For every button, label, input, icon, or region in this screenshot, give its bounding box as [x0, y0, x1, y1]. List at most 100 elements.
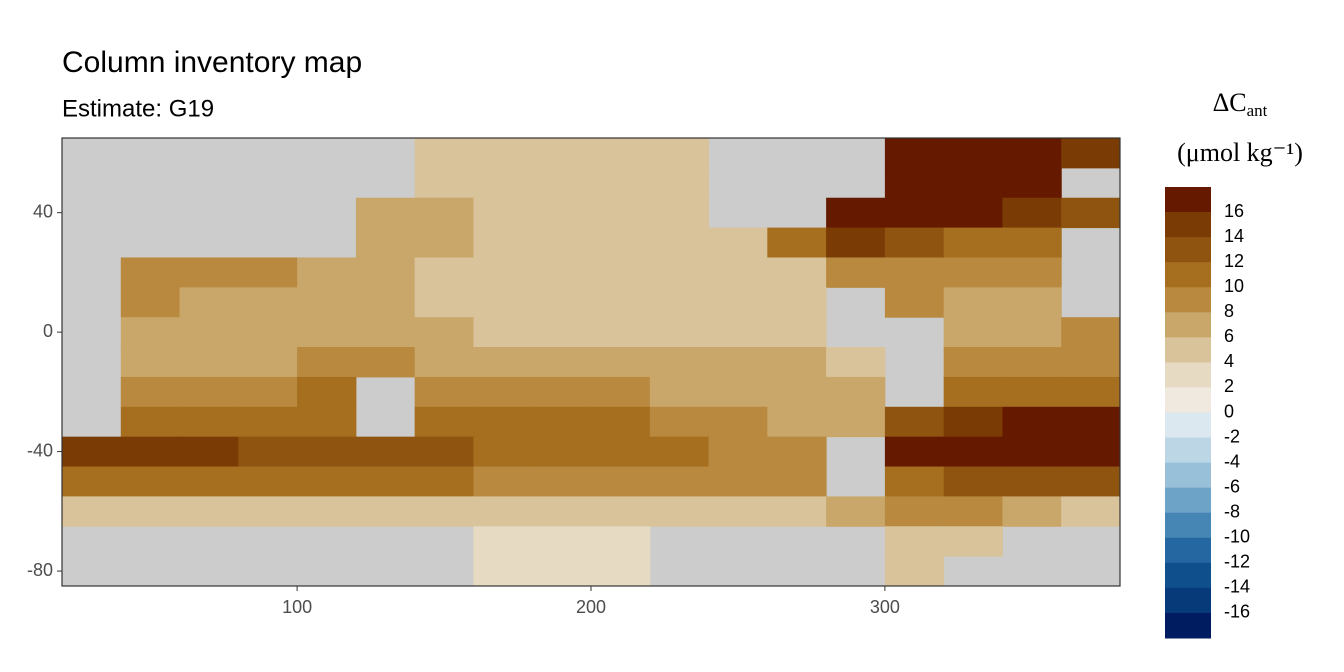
map-cell — [884, 526, 945, 557]
map-cell — [414, 406, 474, 438]
map-cell — [767, 257, 827, 288]
map-cell — [591, 347, 651, 378]
map-cell — [414, 436, 474, 468]
map-cell — [1061, 347, 1121, 378]
legend-label: -6 — [1224, 476, 1240, 496]
map-cell — [473, 167, 533, 199]
legend-label: -16 — [1224, 602, 1250, 622]
map-cell — [767, 466, 827, 497]
map-cell — [120, 347, 181, 378]
map-cell — [591, 317, 651, 348]
map-cell — [473, 496, 533, 527]
map-cell — [649, 287, 710, 318]
map-cell — [532, 526, 592, 557]
map-cell — [708, 376, 768, 408]
map-cell — [473, 197, 533, 229]
map-cell — [1061, 197, 1121, 229]
map-cell — [649, 257, 710, 288]
map-cell — [179, 376, 239, 408]
map-cell — [179, 436, 239, 468]
map-cell — [473, 556, 533, 587]
map-cell — [179, 317, 239, 348]
map-cell — [1002, 317, 1062, 348]
map-cell — [1002, 287, 1062, 318]
legend-label: -14 — [1224, 577, 1250, 597]
map-cell — [1061, 138, 1121, 169]
map-cell — [414, 287, 474, 318]
map-cell — [708, 287, 768, 318]
map-cell — [1002, 227, 1062, 258]
map-cell — [649, 436, 710, 468]
map-cell — [120, 317, 181, 348]
map-cell — [414, 376, 474, 408]
legend-swatch — [1165, 337, 1211, 363]
map-cell — [297, 317, 357, 348]
map-cell — [1002, 496, 1062, 527]
legend-swatch — [1165, 312, 1211, 338]
map-cell — [120, 287, 181, 318]
map-cell — [297, 347, 357, 378]
map-cell — [884, 436, 945, 468]
map-cell — [884, 257, 945, 288]
map-cell — [943, 376, 1003, 408]
map-cell — [238, 347, 298, 378]
map-cell — [297, 436, 357, 468]
map-cell — [943, 317, 1003, 348]
map-cell — [591, 138, 651, 169]
map-cell — [355, 227, 416, 258]
y-tick-label: 40 — [33, 201, 53, 221]
map-cell — [473, 257, 533, 288]
map-cell — [826, 257, 886, 288]
map-cell — [532, 496, 592, 527]
map-cell — [649, 496, 710, 527]
map-cell — [943, 466, 1003, 497]
map-cell — [414, 496, 474, 527]
map-cell — [1002, 257, 1062, 288]
map-cell — [826, 376, 886, 408]
map-cell — [238, 376, 298, 408]
map-cell — [884, 197, 945, 229]
map-cell — [1002, 347, 1062, 378]
map-cell — [414, 138, 474, 169]
map-cell — [179, 257, 239, 288]
map-cell — [826, 197, 886, 229]
map-cell — [532, 347, 592, 378]
map-cell — [473, 227, 533, 258]
map-cell — [120, 406, 181, 438]
map-cell — [649, 227, 710, 258]
map-cell — [1061, 376, 1121, 408]
map-cell — [943, 406, 1003, 438]
legend-swatch — [1165, 187, 1211, 213]
map-cell — [591, 436, 651, 468]
map-cell — [532, 466, 592, 497]
legend-swatch — [1165, 362, 1211, 388]
map-cell — [708, 496, 768, 527]
map-cell — [62, 436, 122, 468]
map-cell — [884, 287, 945, 318]
map-cell — [591, 376, 651, 408]
map-cell — [532, 376, 592, 408]
map-cell — [179, 496, 239, 527]
map-cell — [120, 466, 181, 497]
y-tick-label: 0 — [43, 321, 53, 341]
map-cell — [591, 287, 651, 318]
map-cell — [943, 287, 1003, 318]
map-cell — [826, 406, 886, 438]
legend-swatch — [1165, 487, 1211, 514]
map-cell — [414, 257, 474, 288]
map-cell — [708, 257, 768, 288]
legend-title-sub: ant — [1247, 101, 1268, 120]
map-cell — [414, 466, 474, 497]
legend-swatch — [1165, 212, 1211, 238]
legend-swatch — [1165, 537, 1211, 564]
map-cell — [943, 347, 1003, 378]
map-cell — [649, 167, 710, 199]
legend-label: 16 — [1224, 201, 1244, 221]
map-cell — [649, 347, 710, 378]
map-cell — [414, 197, 474, 229]
map-cell — [473, 317, 533, 348]
map-cell — [355, 257, 416, 288]
map-cell — [767, 376, 827, 408]
map-cell — [473, 376, 533, 408]
map-cell — [62, 466, 122, 497]
